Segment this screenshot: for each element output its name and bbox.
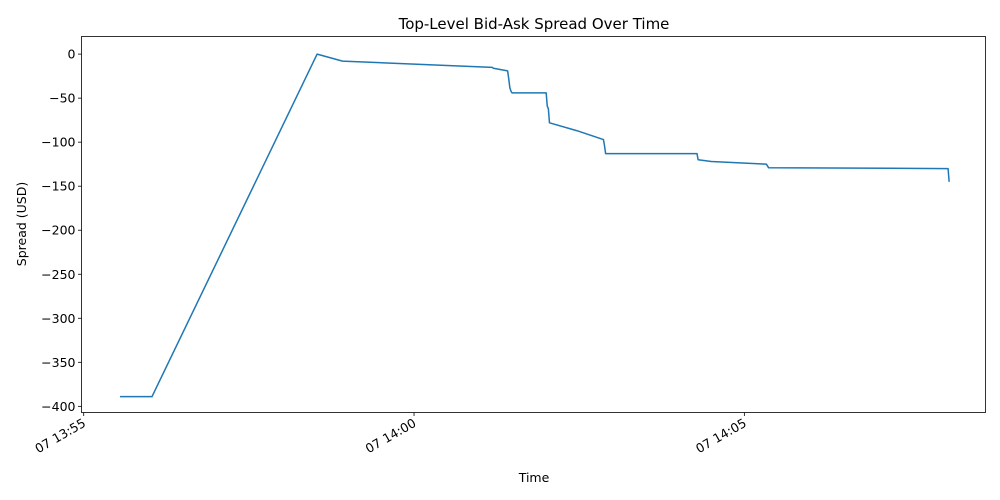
- y-tick-label: 0: [68, 47, 76, 62]
- spread-series-line: [120, 53, 950, 398]
- y-axis: 0 −50 −100 −150 −200 −250 −300 −350 −400: [41, 47, 82, 414]
- x-axis-title: Time: [518, 470, 550, 485]
- y-tick-label: −150: [41, 179, 75, 194]
- y-axis-title: Spread (USD): [14, 182, 29, 266]
- plot-frame: [81, 36, 986, 413]
- y-tick-label: −350: [41, 355, 75, 370]
- y-tick-label: −100: [41, 135, 75, 150]
- y-tick-label: −250: [41, 267, 75, 282]
- y-tick-label: −50: [49, 91, 75, 106]
- y-tick-label: −300: [41, 311, 75, 326]
- y-tick-label: −400: [41, 399, 75, 414]
- y-tick-label: −200: [41, 223, 75, 238]
- plot-marks: [120, 53, 950, 398]
- chart-title: Top-Level Bid-Ask Spread Over Time: [398, 15, 670, 33]
